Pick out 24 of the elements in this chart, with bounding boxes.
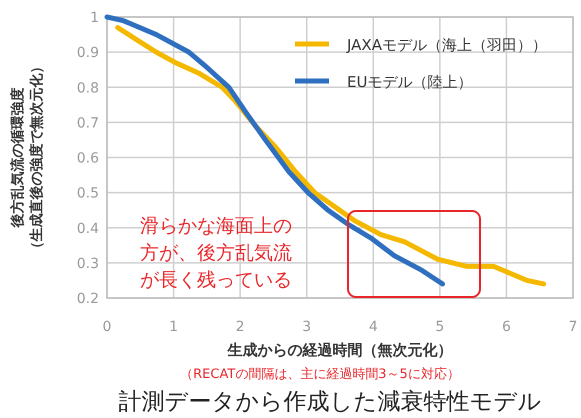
x-tick-label: 5 — [435, 319, 444, 335]
y-tick-label: 0.3 — [76, 256, 99, 272]
text: （RECATの間隔は、主に経過時間3～5に対応） — [180, 366, 460, 382]
legend-label: JAXAモデル（海上（羽田）） — [346, 36, 547, 54]
x-axis-title: 生成からの経過時間（無次元化） — [226, 341, 452, 359]
x-tick-label: 0 — [102, 319, 112, 335]
y-axis-title: 後方乱気流の循環強度（生成直後の強度で無次元化） — [9, 60, 45, 256]
y-tick-label: 0.9 — [76, 45, 99, 62]
x-tick-label: 3 — [302, 319, 312, 335]
x-tick-label: 1 — [169, 319, 178, 335]
y-tick-label: 0.2 — [76, 291, 99, 307]
y-tick-label: 1 — [90, 10, 99, 26]
y-tick-label: 0.7 — [76, 115, 99, 132]
x-tick-label: 2 — [236, 319, 245, 335]
y-tick-label: 0.6 — [76, 150, 100, 166]
y-tick-label: 0.4 — [76, 220, 100, 237]
x-tick-label: 6 — [502, 319, 511, 335]
y-tick-label: 0.5 — [76, 186, 99, 202]
x-tick-label: 4 — [368, 319, 378, 335]
y-tick-label: 0.8 — [76, 80, 99, 96]
legend-label: EUモデル（陸上） — [347, 73, 472, 91]
annotation: 滑らかな海面上の方が、後方乱気流が長く残っている — [140, 215, 292, 291]
x-tick-label: 7 — [568, 319, 578, 335]
text: 計測データから作成した減衰特性モデル — [118, 389, 542, 415]
